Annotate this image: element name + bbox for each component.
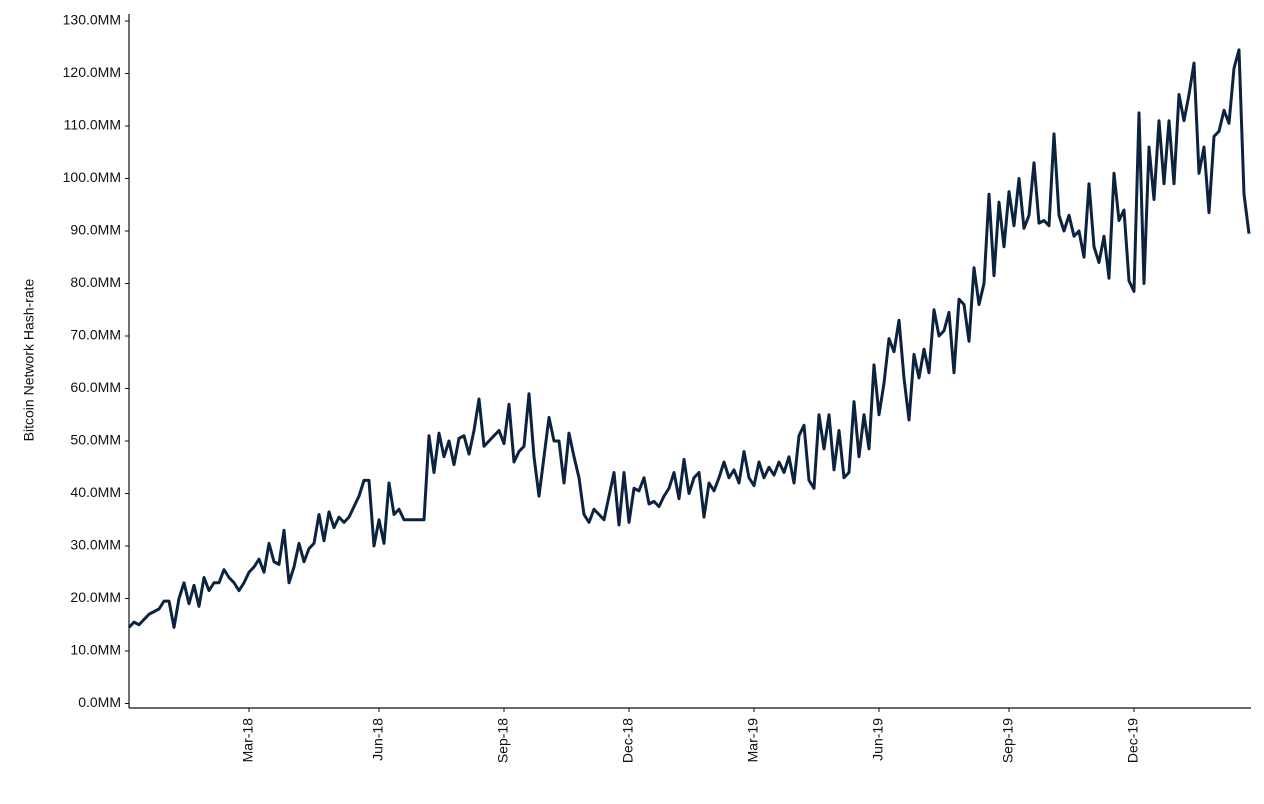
y-tick-label: 120.0MM bbox=[63, 64, 121, 80]
y-tick-label: 110.0MM bbox=[64, 117, 121, 133]
y-tick-label: 10.0MM bbox=[70, 642, 121, 658]
y-axis-label: Bitcoin Network Hash-rate bbox=[21, 278, 37, 441]
x-tick-label: Dec-18 bbox=[620, 718, 636, 763]
y-tick-label: 70.0MM bbox=[70, 327, 121, 343]
y-tick-label: 40.0MM bbox=[70, 484, 121, 500]
y-tick-label: 20.0MM bbox=[70, 589, 121, 605]
y-tick-label: 30.0MM bbox=[70, 537, 121, 553]
x-tick-label: Dec-19 bbox=[1125, 718, 1141, 763]
y-tick-label: 130.0MM bbox=[63, 12, 121, 28]
line bbox=[127, 48, 1251, 629]
x-tick-label: Mar-19 bbox=[745, 718, 761, 763]
y-tick-label: 100.0MM bbox=[63, 169, 121, 185]
y-tick-label: 0.0MM bbox=[78, 694, 121, 710]
y-tick-label: 60.0MM bbox=[70, 379, 121, 395]
x-tick-label: Sep-18 bbox=[495, 718, 511, 763]
y-tick-label: 90.0MM bbox=[70, 222, 121, 238]
x-tick-label: Mar-18 bbox=[240, 718, 256, 763]
y-tick-label: 80.0MM bbox=[70, 274, 121, 290]
y-tick-label: 50.0MM bbox=[70, 432, 121, 448]
x-tick-label: Jun-18 bbox=[370, 718, 386, 761]
x-tick-label: Jun-19 bbox=[870, 718, 886, 761]
x-tick-label: Sep-19 bbox=[1000, 718, 1016, 763]
